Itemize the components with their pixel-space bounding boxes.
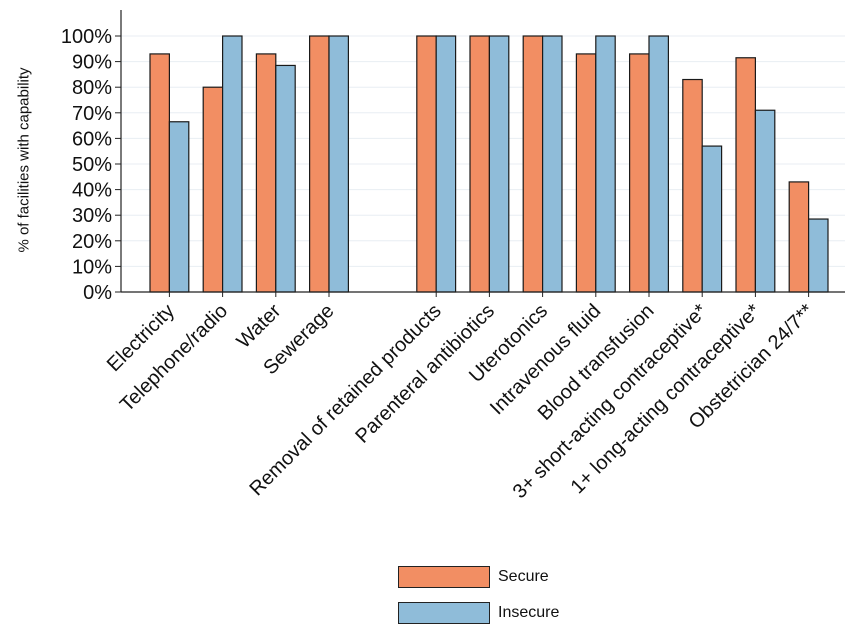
bar-insecure-sewerage [328, 35, 349, 293]
y-tick-label: 100% [61, 26, 112, 48]
y-tick-label: 60% [72, 128, 112, 150]
bar-secure-3-short-acting-contraceptive [682, 78, 703, 293]
y-tick-label: 30% [72, 205, 112, 227]
legend-item-secure: Secure [398, 566, 558, 588]
bar-insecure-telephone-radio [222, 35, 243, 293]
bar-insecure-water [275, 64, 296, 293]
bar-insecure-intravenous-fluid [595, 35, 616, 293]
y-tick-label: 80% [72, 77, 112, 99]
y-tick-label: 20% [72, 231, 112, 253]
bar-insecure-1-long-acting-contraceptive [754, 109, 776, 293]
bar-secure-sewerage [309, 35, 330, 293]
bar-insecure-electricity [168, 121, 190, 293]
legend-swatch-insecure [398, 602, 490, 624]
bar-secure-intravenous-fluid [575, 53, 597, 293]
bar-secure-1-long-acting-contraceptive [735, 57, 756, 293]
bar-secure-electricity [149, 53, 170, 293]
bar-insecure-uterotonics [541, 35, 563, 293]
legend-label-insecure: Insecure [498, 604, 560, 621]
bar-secure-telephone-radio [202, 86, 224, 293]
y-tick-label: 40% [72, 180, 112, 202]
bar-secure-removal-of-retained-products [416, 35, 437, 293]
bar-insecure-removal-of-retained-products [435, 35, 457, 293]
bar-secure-blood-transfusion [628, 53, 650, 293]
legend-item-insecure: Insecure [398, 602, 560, 624]
x-tick-label: Removal of retained products [245, 300, 445, 500]
bar-insecure-parenteral-antibiotics [488, 35, 510, 293]
y-tick-label: 0% [83, 282, 112, 304]
legend-swatch-secure [398, 566, 490, 588]
x-tick-label: 3+ short-acting contraceptive* [509, 300, 712, 503]
bar-insecure-blood-transfusion [648, 35, 669, 293]
bar-secure-obstetrician-24-7 [788, 181, 810, 293]
bar-insecure-obstetrician-24-7 [807, 218, 829, 293]
bar-insecure-3-short-acting-contraceptive [701, 145, 723, 293]
y-tick-label: 90% [72, 52, 112, 74]
legend-label-secure: Secure [498, 568, 549, 585]
bar-secure-parenteral-antibiotics [469, 35, 490, 293]
y-axis-label: % of facilities with capability [15, 67, 33, 253]
y-tick-label: 50% [72, 154, 112, 176]
bar-secure-water [255, 53, 277, 293]
y-tick-label: 10% [72, 256, 112, 278]
bar-secure-uterotonics [522, 35, 544, 293]
y-tick-label: 70% [72, 103, 112, 125]
